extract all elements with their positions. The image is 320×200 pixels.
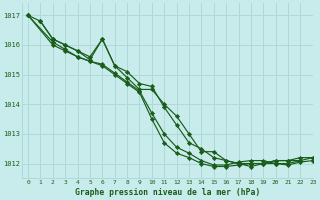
X-axis label: Graphe pression niveau de la mer (hPa): Graphe pression niveau de la mer (hPa) [75, 188, 260, 197]
